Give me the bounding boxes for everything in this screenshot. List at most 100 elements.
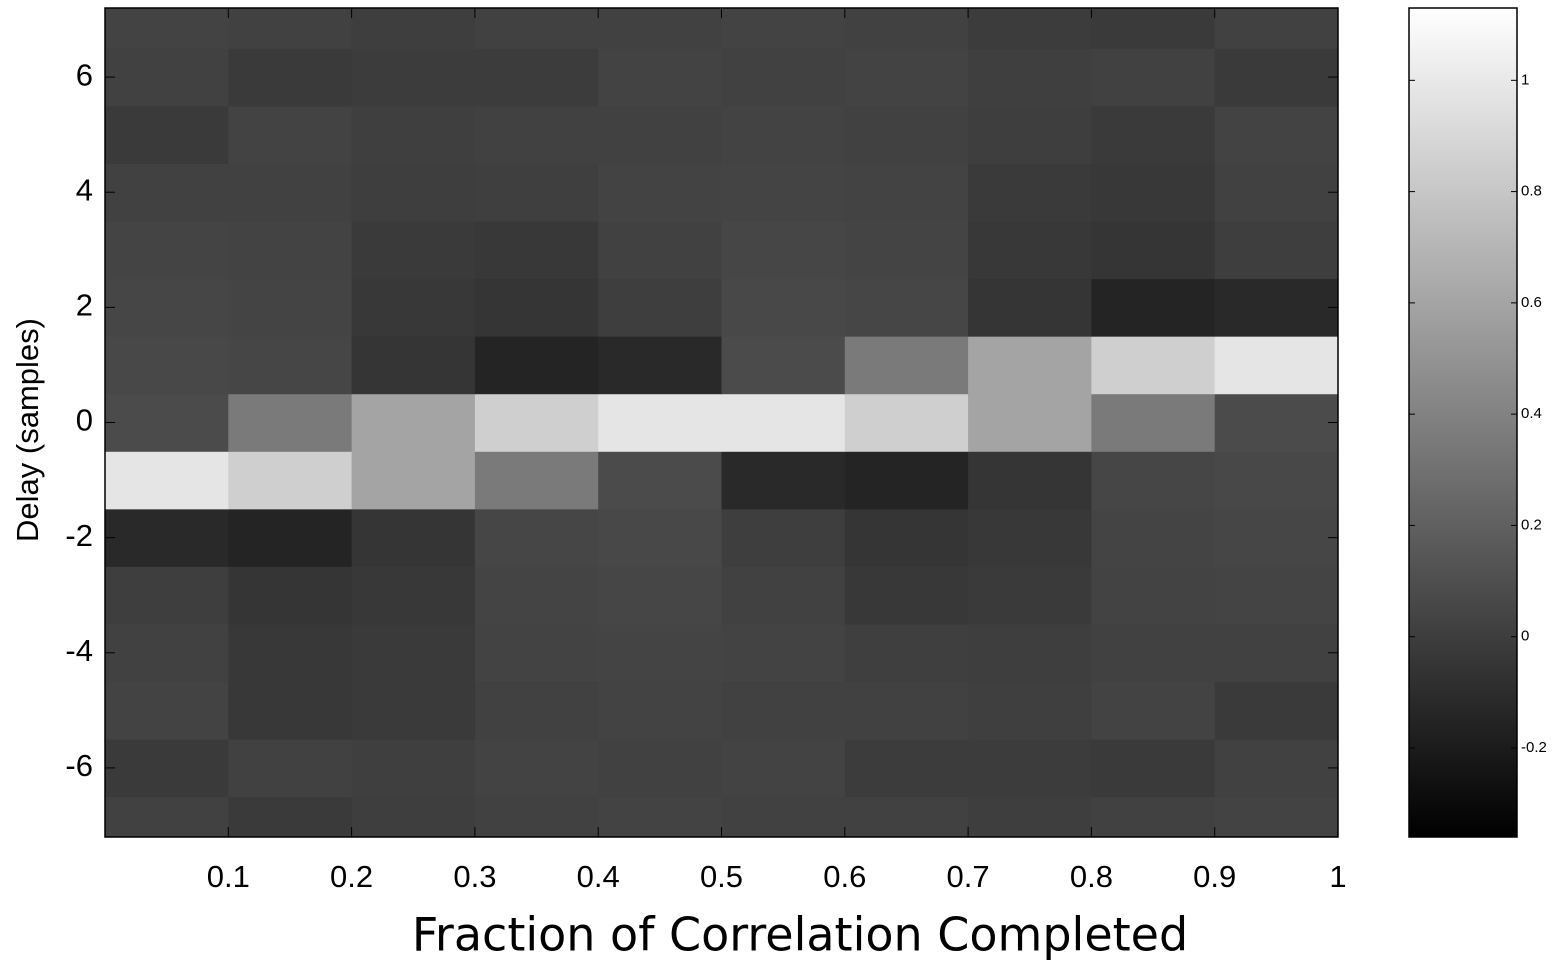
heat-cell	[598, 221, 722, 280]
heat-cell	[351, 796, 476, 838]
heat-cell	[351, 739, 476, 798]
heat-cell	[1214, 623, 1339, 683]
heat-cell	[105, 623, 229, 683]
heat-cell	[1091, 451, 1216, 510]
heat-cell	[105, 393, 229, 452]
heat-cell	[598, 508, 722, 567]
heat-cell	[1091, 8, 1216, 49]
heat-cell	[1214, 681, 1339, 740]
heat-cell	[1214, 508, 1339, 567]
colorbar	[1408, 7, 1518, 838]
heat-cell	[968, 451, 1092, 510]
heat-cell	[474, 105, 599, 164]
heat-cell	[228, 8, 353, 49]
x-tick-label: 0.2	[330, 859, 373, 894]
heat-cell	[968, 681, 1092, 740]
heat-cell	[844, 796, 969, 838]
heat-cell	[721, 796, 846, 838]
colorbar-tick-label: 0	[1521, 628, 1529, 645]
heat-cell	[598, 566, 722, 625]
heat-cell	[721, 8, 846, 49]
heat-cell	[351, 451, 476, 510]
heat-cell	[844, 739, 969, 798]
y-tick-label: 4	[76, 172, 93, 207]
colorbar-tick-label: 0.4	[1521, 405, 1542, 422]
heat-cell	[351, 393, 476, 452]
x-tick-label: 0.3	[453, 859, 496, 894]
heat-cell	[351, 8, 476, 49]
x-tick-label: 0.7	[947, 859, 990, 894]
heat-cell	[721, 221, 846, 280]
heat-cell	[351, 623, 476, 683]
heat-cell	[1091, 508, 1216, 567]
colorbar-tick-label: 0.2	[1521, 516, 1542, 533]
heat-cell	[474, 623, 599, 683]
heat-cell	[844, 278, 969, 337]
x-tick-label: 0.8	[1070, 859, 1113, 894]
heat-cell	[844, 508, 969, 567]
heat-cell	[1214, 48, 1339, 107]
colorbar-tick-label: 1	[1521, 71, 1529, 88]
heat-cell	[474, 796, 599, 838]
x-axis-label: Fraction of Correlation Completed	[412, 908, 1188, 962]
heat-cell	[1091, 393, 1216, 452]
heat-cell	[968, 336, 1092, 395]
heat-cell	[351, 163, 476, 222]
heat-cell	[105, 221, 229, 280]
heat-cell	[105, 278, 229, 337]
heat-cell	[474, 393, 599, 452]
heat-cell	[598, 278, 722, 337]
heat-cell	[721, 48, 846, 107]
heat-cell	[351, 278, 476, 337]
heat-cell	[968, 566, 1092, 625]
heat-cell	[968, 105, 1092, 164]
heat-cell	[844, 566, 969, 625]
heat-cell	[228, 221, 353, 280]
heat-cell	[968, 796, 1092, 838]
heat-cell	[1214, 278, 1339, 337]
heat-cell	[1091, 336, 1216, 395]
heat-cell	[1091, 48, 1216, 107]
heat-cell	[844, 451, 969, 510]
heat-cell	[228, 796, 353, 838]
heat-cell	[844, 336, 969, 395]
heat-cell	[598, 163, 722, 222]
heat-cell	[598, 48, 722, 107]
heat-cell	[351, 336, 476, 395]
heat-cell	[1214, 566, 1339, 625]
heat-cell	[105, 163, 229, 222]
heat-cell	[968, 393, 1092, 452]
heat-cell	[598, 739, 722, 798]
heat-cell	[474, 278, 599, 337]
heat-cell	[844, 221, 969, 280]
heat-cell	[351, 221, 476, 280]
x-tick-label: 1	[1329, 859, 1346, 894]
heat-cell	[1214, 336, 1339, 395]
heat-cell	[721, 451, 846, 510]
heat-cell	[228, 739, 353, 798]
heat-cell	[228, 48, 353, 107]
heat-cell	[351, 105, 476, 164]
heat-cell	[968, 739, 1092, 798]
x-tick-label: 0.4	[577, 859, 620, 894]
heat-cell	[228, 105, 353, 164]
heat-cell	[105, 451, 229, 510]
heat-cell	[598, 105, 722, 164]
heat-cell	[1214, 163, 1339, 222]
heat-cell	[968, 163, 1092, 222]
heat-cell	[721, 566, 846, 625]
heat-cell	[228, 278, 353, 337]
heat-cell	[598, 623, 722, 683]
heat-cell	[1214, 393, 1339, 452]
y-tick-label: -2	[65, 518, 93, 553]
heat-cell	[228, 566, 353, 625]
y-tick-label: 6	[76, 57, 93, 92]
heat-cell	[1091, 681, 1216, 740]
heat-cell	[351, 681, 476, 740]
heat-cell	[721, 278, 846, 337]
heat-cell	[228, 163, 353, 222]
colorbar-tick-label: 0.8	[1521, 183, 1542, 200]
y-tick-label: -4	[65, 633, 93, 668]
heat-cell	[1214, 8, 1339, 49]
